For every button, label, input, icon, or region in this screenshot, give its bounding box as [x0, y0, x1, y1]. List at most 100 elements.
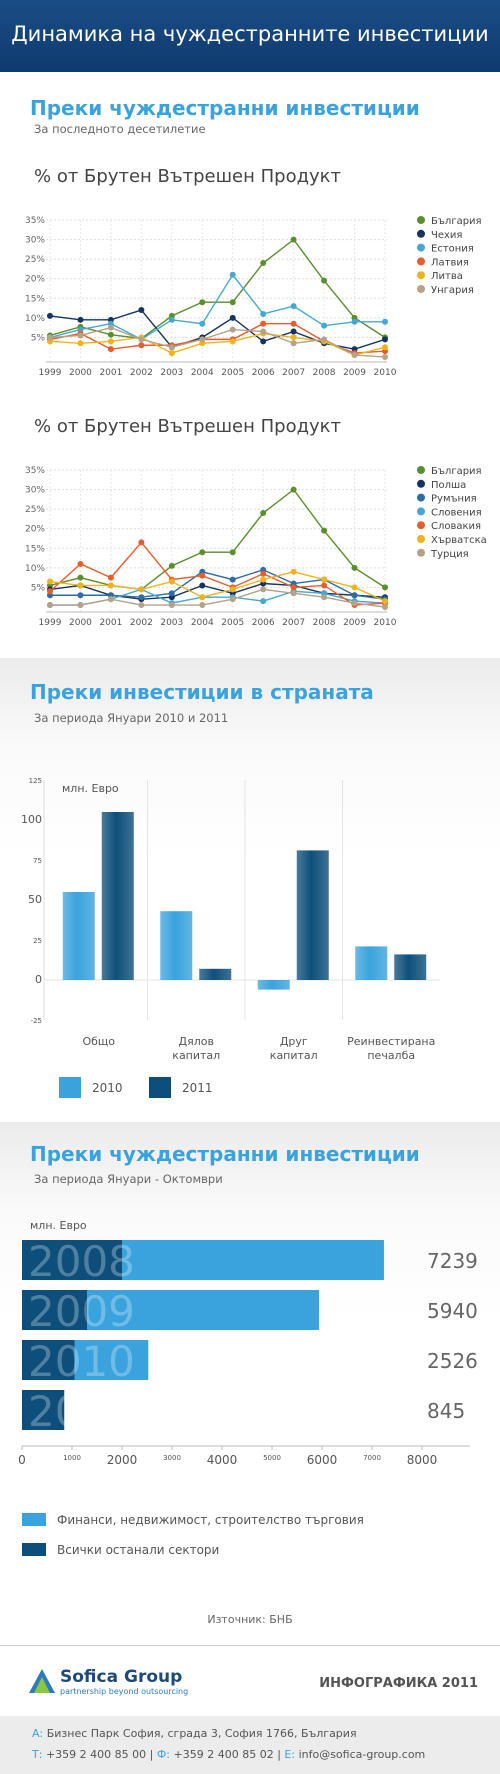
chart3-category-label: капитал [172, 1049, 220, 1062]
chart2-data-point [107, 574, 114, 581]
chart2-data-point [199, 602, 206, 609]
phone-number[interactable]: +359 2 400 85 00 [45, 1748, 147, 1761]
phone-line: Т: +359 2 400 85 00 | Ф: +359 2 400 85 0… [32, 1748, 425, 1761]
chart1-data-point [47, 312, 53, 319]
chart1-legend-marker [417, 271, 425, 280]
chart1-xtick-label: 2002 [130, 368, 153, 378]
chart4-xtick-label: 5000 [263, 1454, 281, 1462]
chart1-data-point [382, 354, 388, 360]
chart2-legend-marker [417, 521, 425, 530]
chart1-ytick-label: 10% [25, 314, 45, 324]
chart1-data-point [138, 307, 145, 314]
chart1-xtick-label: 2005 [221, 368, 244, 378]
chart1-data-point [77, 316, 84, 323]
legend-2011-swatch [149, 1077, 171, 1098]
legend-finance-label: Финанси, недвижимост, строителство търго… [57, 1513, 364, 1527]
chart3-bar [160, 911, 193, 980]
chart2-data-point [260, 510, 267, 517]
chart4-total-label: 845 [427, 1399, 465, 1423]
chart1-legend-label: Унгария [431, 285, 474, 296]
chart3-bar [62, 892, 95, 980]
contact-separator: | [277, 1748, 285, 1761]
chart1-data-point [351, 318, 358, 325]
chart2-data-point [47, 602, 53, 609]
brand-name: Sofica Group [60, 1667, 183, 1687]
chart2-xtick-label: 2007 [282, 618, 305, 628]
chart3-ytick-label: 0 [35, 973, 42, 986]
chart1-series-line [49, 273, 385, 341]
chart2-data-point [290, 590, 297, 597]
legend-finance-swatch [22, 1513, 46, 1526]
chart1-data-point [229, 314, 236, 321]
chart2-data-point [168, 602, 175, 609]
chart3-bar [355, 946, 388, 980]
chart4-total-label: 2526 [427, 1349, 478, 1373]
chart2-data-point [168, 590, 175, 597]
chart3-bar [296, 850, 329, 980]
chart2-data-point [351, 592, 358, 599]
chart2-ytick-label: 35% [25, 466, 45, 476]
chart1-xtick-label: 2001 [99, 368, 122, 378]
legend-other-label: Всички останали сектори [57, 1543, 220, 1557]
chart2-data-point [229, 549, 236, 556]
chart1-data-point [260, 260, 267, 267]
chart2-ytick-label: 25% [25, 505, 45, 515]
chart1-legend-label: Латвия [431, 257, 469, 268]
chart2-data-point [229, 576, 236, 583]
chart2-legend-marker [417, 535, 425, 543]
chart2-data-point [77, 560, 84, 567]
chart4-xtick-label: 2000 [107, 1453, 138, 1467]
chart2-data-point [321, 594, 328, 601]
chart2-ytick-label: 20% [25, 525, 45, 535]
chart1-data-point [382, 336, 388, 343]
email-key: Е: [284, 1748, 296, 1761]
chart4-xtick-label: 6000 [307, 1453, 338, 1467]
chart1-ytick-label: 5% [31, 333, 46, 343]
chart1-data-point [321, 336, 328, 343]
chart4-year-label: 2011 [28, 1387, 135, 1436]
chart2-data-point [168, 578, 175, 585]
chart2-data-point [138, 586, 145, 593]
chart2-ytick-label: 10% [25, 564, 45, 574]
chart1-data-point [107, 338, 114, 345]
chart3-y-unit-label: млн. Евро [62, 782, 119, 795]
chart3-bar [257, 980, 290, 990]
section3-subtitle: За периода Януари - Октомври [34, 1172, 223, 1186]
chart2-legend-label: Словения [431, 507, 482, 518]
section3-title: Преки чуждестранни инвестиции [30, 1142, 420, 1166]
chart1-data-point [77, 332, 84, 339]
footer-divider [0, 1645, 500, 1646]
source-note: Източник: БНБ [207, 1613, 293, 1626]
chart2-data-point [260, 598, 267, 605]
header-bar: Динамика на чуждестранните инвестиции [0, 0, 500, 72]
chart2-data-point [107, 596, 114, 603]
chart1-data-point [229, 299, 236, 306]
chart2-legend-label: България [431, 466, 482, 477]
chart1-data-point [260, 328, 267, 335]
chart2-legend-marker [417, 479, 425, 488]
chart4-hbar-chart: млн. Евро 2008 7239 2009 5940 2010 2526 2011 845… [18, 1219, 478, 1467]
chart2-data-point [321, 576, 328, 583]
chart1-ytick-label: 35% [25, 216, 45, 226]
chart1-data-point [138, 342, 145, 349]
chart2-xtick-label: 1999 [39, 618, 62, 628]
chart3-bar [101, 812, 134, 980]
chart1-ytick-label: 25% [25, 255, 45, 265]
chart3-ytick-label: 125 [29, 777, 42, 785]
chart4-xtick-label: 0 [18, 1453, 26, 1467]
chart2-legend-label: Турция [430, 549, 469, 560]
chart3-ytick-label: 75 [33, 857, 42, 865]
chart3-category-label: печалба [367, 1049, 415, 1062]
legend-2011-label: 2011 [182, 1081, 213, 1095]
email-link[interactable]: info@sofica-group.com [298, 1748, 426, 1761]
chart2-xtick-label: 2003 [160, 618, 183, 628]
chart1-data-point [199, 320, 206, 327]
chart2-ytick-label: 15% [25, 544, 45, 554]
chart2-data-point [382, 584, 388, 591]
chart1-data-point [382, 318, 388, 325]
chart3-category-label: Реинвестирана [347, 1035, 435, 1048]
chart2-xtick-label: 2001 [99, 618, 122, 628]
chart4-total-label: 5940 [427, 1299, 478, 1323]
legend-2010-swatch [59, 1077, 81, 1098]
